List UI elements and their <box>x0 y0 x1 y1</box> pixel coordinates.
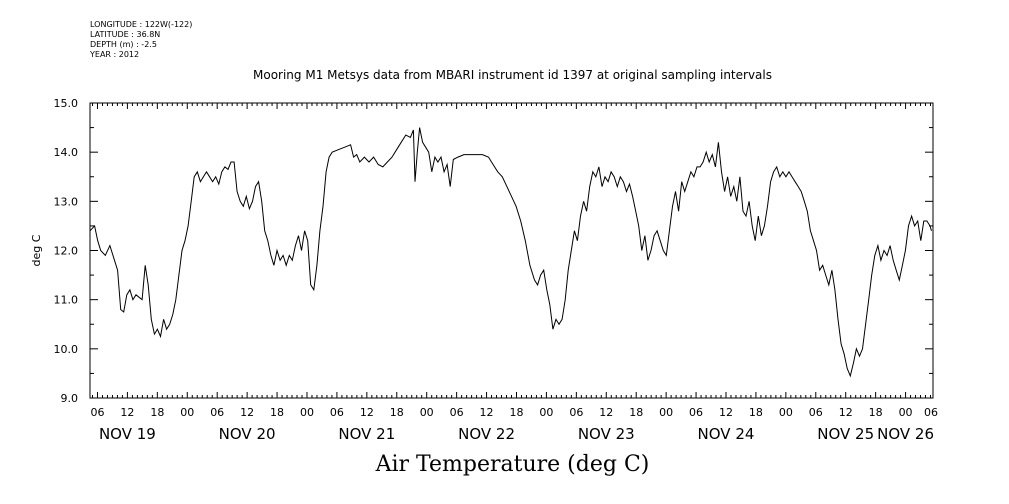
x-hour-label: 06 <box>689 406 703 419</box>
x-hour-label: 18 <box>390 406 404 419</box>
x-hour-label: 06 <box>450 406 464 419</box>
depth-label: DEPTH (m) : -2.5 <box>90 40 157 49</box>
x-day-label: NOV 25 <box>817 425 874 443</box>
x-hour-label: 18 <box>749 406 763 419</box>
plot-frame <box>89 102 934 399</box>
x-hour-label: 00 <box>659 406 673 419</box>
x-hour-label: 18 <box>150 406 164 419</box>
y-tick-label: 12.0 <box>54 245 79 258</box>
chart-title: Mooring M1 Metsys data from MBARI instru… <box>253 68 772 82</box>
x-hour-label: 12 <box>240 406 254 419</box>
x-day-label: NOV 26 <box>877 425 934 443</box>
x-day-label: NOV 20 <box>219 425 276 443</box>
x-hour-label: 06 <box>569 406 583 419</box>
y-tick-label: 15.0 <box>54 97 79 110</box>
x-hour-label: 00 <box>899 406 913 419</box>
x-hour-label: 00 <box>539 406 553 419</box>
x-hour-label: 00 <box>300 406 314 419</box>
x-day-label: NOV 23 <box>578 425 635 443</box>
x-hour-label: 18 <box>869 406 883 419</box>
x-day-label: NOV 24 <box>698 425 755 443</box>
x-hour-label: 06 <box>90 406 104 419</box>
x-hour-label: 18 <box>270 406 284 419</box>
y-tick-label: 11.0 <box>54 294 79 307</box>
x-day-label: NOV 21 <box>338 425 395 443</box>
temperature-series-line <box>89 127 932 378</box>
x-hour-label: 00 <box>420 406 434 419</box>
x-hour-label: 06 <box>210 406 224 419</box>
mooring-metadata: LONGITUDE : 122W(-122) LATITUDE : 36.8N … <box>90 20 192 60</box>
latitude-label: LATITUDE : 36.8N <box>90 30 161 39</box>
x-hour-label: 12 <box>839 406 853 419</box>
x-hour-label: 18 <box>509 406 523 419</box>
longitude-label: LONGITUDE : 122W(-122) <box>90 20 193 29</box>
x-day-label: NOV 19 <box>99 425 156 443</box>
x-hour-label: 12 <box>480 406 494 419</box>
variable-title: Air Temperature (deg C) <box>375 452 650 477</box>
x-hour-label: 12 <box>120 406 134 419</box>
x-hour-label: 06 <box>924 406 938 419</box>
x-hour-label: 18 <box>629 406 643 419</box>
year-label: YEAR : 2012 <box>90 50 140 59</box>
x-hour-label: 12 <box>599 406 613 419</box>
y-tick-label: 14.0 <box>54 146 79 159</box>
y-tick-label: 10.0 <box>54 343 79 356</box>
x-hour-label: 06 <box>330 406 344 419</box>
x-hour-label: 00 <box>180 406 194 419</box>
y-tick-label: 9.0 <box>61 392 79 405</box>
x-hour-label: 12 <box>360 406 374 419</box>
y-tick-label: 13.0 <box>54 195 79 208</box>
x-hour-label: 12 <box>719 406 733 419</box>
x-hour-label: 06 <box>809 406 823 419</box>
y-axis-label: deg C <box>30 234 43 266</box>
x-hour-label: 00 <box>779 406 793 419</box>
x-day-label: NOV 22 <box>458 425 515 443</box>
